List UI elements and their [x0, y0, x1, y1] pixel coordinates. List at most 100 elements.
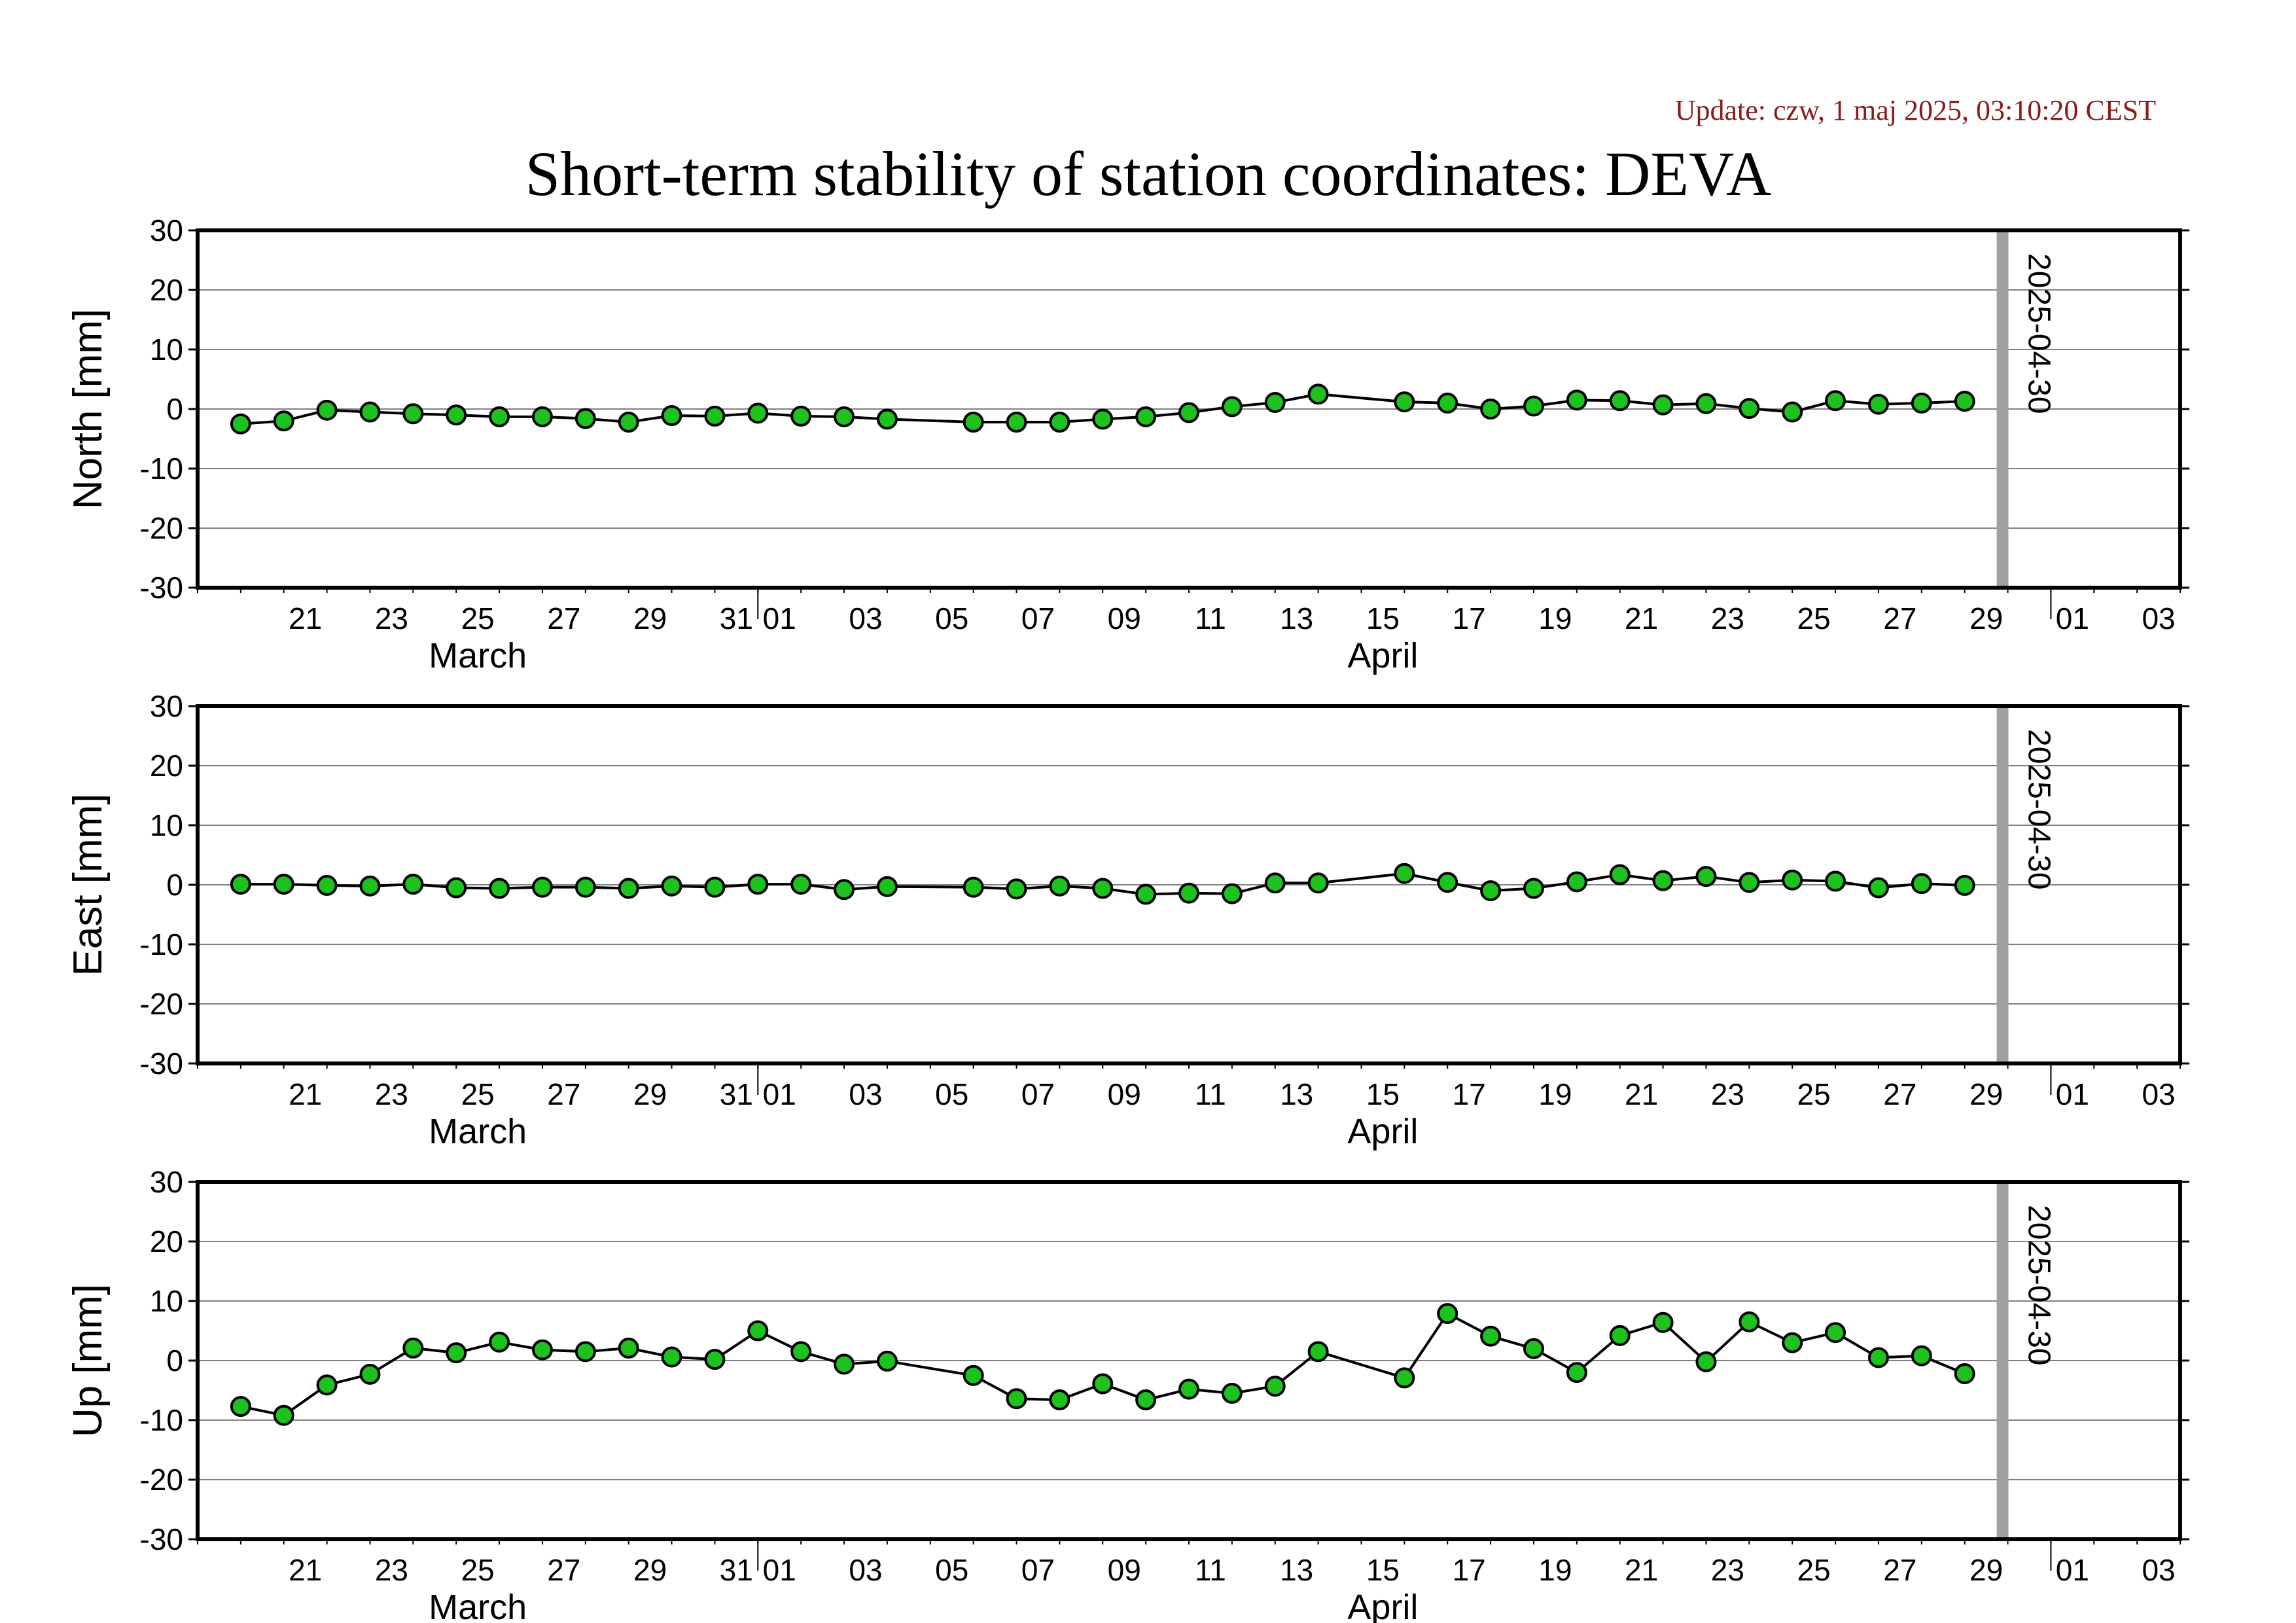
- data-point: [1092, 1373, 1114, 1395]
- data-point: [1695, 1351, 1717, 1372]
- data-point: [1437, 392, 1458, 414]
- y-tick-label: 10: [150, 332, 183, 366]
- data-point: [1221, 396, 1243, 418]
- data-point: [1221, 883, 1243, 904]
- y-tick-label: -10: [140, 927, 183, 961]
- x-tick-label: 27: [547, 601, 580, 635]
- data-point: [1307, 383, 1329, 405]
- data-point: [1782, 869, 1803, 891]
- data-point: [1911, 873, 1932, 895]
- data-point: [1954, 391, 1975, 412]
- data-point: [1307, 872, 1329, 894]
- data-point: [402, 874, 424, 895]
- x-tick-label: 11: [1195, 1077, 1226, 1111]
- x-tick-label: 21: [289, 1077, 322, 1111]
- data-point: [273, 874, 294, 895]
- data-point: [1049, 1389, 1070, 1411]
- data-point: [1006, 1388, 1027, 1410]
- data-point: [1609, 864, 1631, 885]
- data-point: [1394, 1367, 1415, 1389]
- data-point: [1566, 389, 1587, 411]
- data-point: [1523, 878, 1544, 899]
- data-point: [1782, 401, 1803, 423]
- x-tick-label: 05: [935, 601, 968, 635]
- data-point: [446, 877, 467, 899]
- data-point: [834, 406, 855, 427]
- data-point: [876, 408, 898, 430]
- y-axis-label: Up [mm]: [65, 1284, 111, 1437]
- x-tick-label: 15: [1366, 601, 1400, 635]
- data-point: [790, 874, 812, 895]
- data-point: [1867, 1347, 1889, 1368]
- x-tick-label: 31: [720, 1077, 753, 1111]
- y-tick-label: 0: [166, 392, 183, 426]
- data-point: [359, 875, 381, 897]
- data-point: [1739, 398, 1760, 419]
- x-tick-label: 27: [547, 1077, 580, 1111]
- data-point: [1825, 870, 1846, 892]
- panel-up: 2025-04-30 30 20 10 0 -10 -20 -30 Up [mm] 21 23 25 2…: [65, 1165, 2189, 1623]
- x-tick-label: 01: [2056, 1553, 2089, 1587]
- data-point: [618, 878, 639, 899]
- x-tick-label: 13: [1280, 1553, 1313, 1587]
- y-tick-label: 20: [150, 749, 183, 783]
- data-point: [1652, 1311, 1674, 1333]
- data-point: [1394, 391, 1415, 413]
- data-point: [1049, 412, 1070, 433]
- x-tick-label: 23: [375, 1077, 408, 1111]
- data-point: [1609, 1325, 1631, 1346]
- data-point: [834, 879, 855, 901]
- data-point: [1480, 1325, 1502, 1347]
- data-point: [790, 405, 812, 427]
- data-point: [1394, 863, 1415, 884]
- data-point: [359, 401, 381, 423]
- data-point: [834, 1353, 855, 1375]
- x-tick-label: 19: [1538, 601, 1572, 635]
- data-point: [316, 399, 338, 421]
- x-tick-label: 25: [461, 1553, 495, 1587]
- data-point: [618, 412, 639, 433]
- data-point: [1221, 1383, 1243, 1404]
- x-tick-label: 17: [1453, 601, 1486, 635]
- data-point: [230, 874, 251, 895]
- data-point: [747, 1320, 769, 1342]
- data-point: [531, 876, 553, 898]
- x-tick-label: 09: [1108, 1553, 1141, 1587]
- x-tick-label: 09: [1108, 1077, 1141, 1111]
- x-tick-label: 05: [935, 1553, 968, 1587]
- data-point: [1092, 408, 1114, 430]
- data-point: [1911, 1345, 1932, 1366]
- x-tick-label: 09: [1108, 601, 1141, 635]
- data-point: [747, 874, 769, 895]
- data-point: [273, 1404, 294, 1426]
- data-point: [1006, 878, 1027, 900]
- x-tick-label: 23: [1711, 601, 1744, 635]
- data-point: [489, 1331, 510, 1353]
- month-label: April: [1347, 1112, 1418, 1151]
- x-tick-label: 19: [1538, 1553, 1572, 1587]
- x-tick-label: 01: [763, 1077, 796, 1111]
- data-point: [1867, 877, 1889, 899]
- x-tick-label: 29: [1969, 1077, 2003, 1111]
- data-point: [1652, 394, 1674, 416]
- data-point: [230, 413, 251, 435]
- date-marker-label: 2025-04-30: [2022, 253, 2057, 414]
- data-point: [446, 1342, 467, 1364]
- data-point: [1739, 872, 1760, 893]
- x-tick-label: 21: [289, 601, 322, 635]
- data-point: [273, 410, 294, 432]
- data-point: [1954, 874, 1975, 896]
- x-tick-label: 25: [1797, 601, 1831, 635]
- data-point: [1825, 1322, 1846, 1344]
- x-tick-label: 21: [1625, 1077, 1658, 1111]
- month-label: April: [1347, 1588, 1418, 1623]
- x-tick-label: 27: [547, 1553, 580, 1587]
- data-point: [1049, 875, 1070, 897]
- x-tick-label: 31: [720, 601, 753, 635]
- x-tick-label: 01: [2056, 601, 2089, 635]
- data-point: [790, 1341, 812, 1363]
- data-point: [230, 1396, 251, 1418]
- x-tick-label: 23: [1711, 1553, 1744, 1587]
- x-tick-label: 21: [1625, 1553, 1658, 1587]
